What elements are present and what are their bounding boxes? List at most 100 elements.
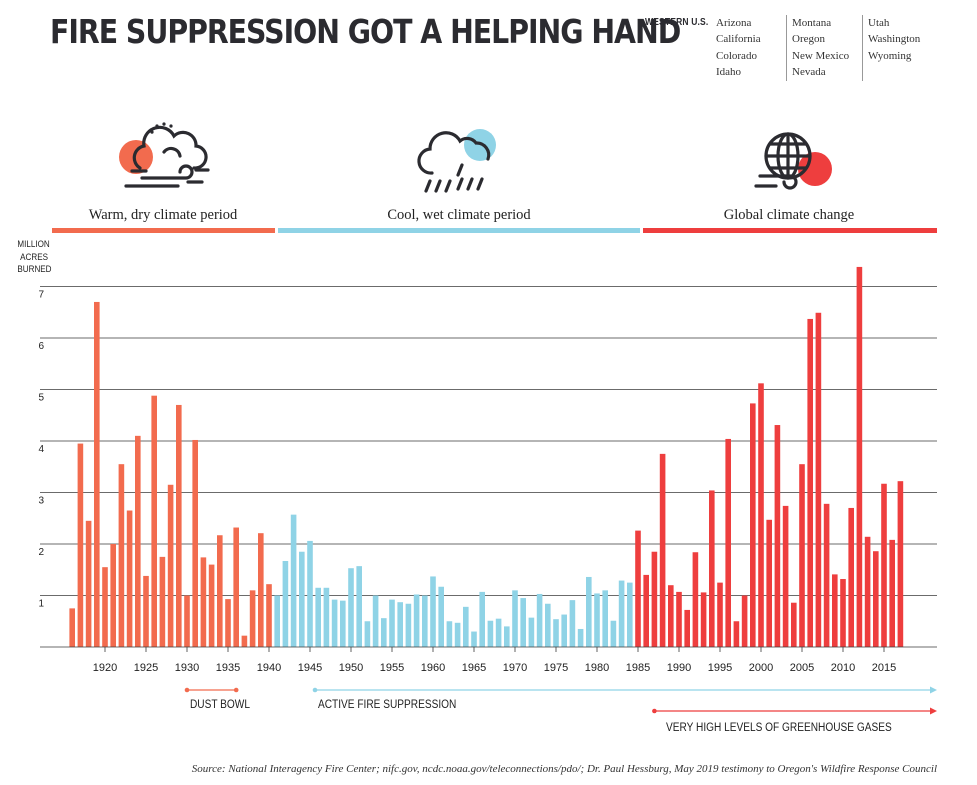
x-tick-label: 1940 bbox=[257, 662, 281, 674]
bar bbox=[495, 618, 502, 647]
source-note: Source: National Interagency Fire Center… bbox=[191, 763, 937, 775]
bar bbox=[643, 574, 649, 647]
bar bbox=[307, 540, 313, 647]
bar bbox=[487, 620, 494, 647]
bar bbox=[176, 404, 182, 647]
y-tick-label: 4 bbox=[38, 444, 44, 455]
x-tick-label: 1955 bbox=[380, 662, 404, 674]
bar bbox=[692, 552, 699, 647]
bar bbox=[799, 464, 805, 647]
state-name: Arizona bbox=[716, 17, 752, 29]
bar bbox=[577, 628, 584, 647]
bar bbox=[840, 579, 846, 647]
period-bar-warm-dry bbox=[52, 228, 275, 233]
bar bbox=[651, 551, 658, 647]
bar bbox=[561, 614, 567, 647]
bar bbox=[774, 425, 781, 647]
bar bbox=[167, 484, 174, 647]
bar bbox=[536, 593, 543, 647]
bar bbox=[823, 503, 830, 647]
bar bbox=[856, 266, 863, 647]
bar bbox=[512, 590, 518, 647]
bar bbox=[815, 312, 822, 647]
bar bbox=[381, 618, 387, 647]
hot-windy-cloud-sun-icon bbox=[119, 122, 210, 188]
state-name: New Mexico bbox=[792, 49, 850, 62]
bar bbox=[446, 621, 453, 647]
bar bbox=[668, 585, 674, 647]
x-tick-label: 1935 bbox=[216, 662, 240, 674]
bar bbox=[627, 582, 633, 647]
bar bbox=[200, 557, 207, 647]
x-tick-label: 1950 bbox=[339, 662, 363, 674]
states-divider bbox=[862, 15, 863, 81]
bar bbox=[602, 590, 608, 647]
bar bbox=[504, 626, 510, 647]
x-tick-label: 2010 bbox=[831, 662, 855, 674]
bar bbox=[102, 567, 108, 647]
y-tick-label: 7 bbox=[38, 290, 44, 301]
bar bbox=[85, 520, 92, 647]
bar bbox=[290, 514, 297, 647]
bar bbox=[405, 603, 412, 647]
x-tick-label: 1965 bbox=[462, 662, 486, 674]
bar bbox=[586, 576, 592, 647]
y-axis-label: MILLION ACRES BURNED bbox=[17, 239, 52, 275]
state-name: Nevada bbox=[792, 65, 826, 78]
bar bbox=[274, 595, 280, 647]
y-tick-label: 1 bbox=[38, 599, 44, 610]
y-tick-label: 5 bbox=[38, 393, 44, 404]
bar bbox=[717, 582, 723, 647]
bar bbox=[782, 505, 789, 647]
period-label-cool-wet: Cool, wet climate period bbox=[387, 207, 531, 223]
annotation-arrowhead bbox=[930, 686, 937, 694]
x-tick-label: 1925 bbox=[134, 662, 158, 674]
bar bbox=[225, 599, 231, 647]
bar bbox=[479, 591, 485, 647]
state-name: Utah bbox=[868, 17, 890, 29]
states-divider bbox=[786, 15, 787, 81]
y-tick-label: 2 bbox=[38, 547, 44, 558]
annotation-start-dot bbox=[312, 687, 318, 693]
x-tick-label: 2000 bbox=[749, 662, 773, 674]
bar bbox=[151, 395, 157, 647]
state-name: Colorado bbox=[716, 49, 757, 62]
bar bbox=[807, 318, 813, 647]
bar bbox=[700, 592, 707, 647]
bar bbox=[241, 635, 248, 647]
y-tick-label: 3 bbox=[38, 496, 44, 507]
bar bbox=[94, 301, 100, 647]
x-tick-label: 1985 bbox=[626, 662, 650, 674]
x-tick-label: 1920 bbox=[93, 662, 117, 674]
bar bbox=[750, 403, 756, 647]
bar bbox=[372, 595, 379, 647]
states-column-1: Arizona California Colorado Idaho bbox=[716, 15, 761, 80]
bar bbox=[143, 575, 149, 647]
state-name: Oregon bbox=[792, 33, 825, 46]
annotation-active-fire-suppression: ACTIVE FIRE SUPPRESSION bbox=[318, 699, 457, 711]
bar bbox=[159, 556, 166, 647]
bar bbox=[77, 443, 84, 647]
bar bbox=[364, 621, 371, 647]
x-tick-label: 1990 bbox=[667, 662, 691, 674]
rain-cloud-sun-icon bbox=[417, 129, 496, 193]
annotation-start-dot bbox=[652, 708, 657, 714]
states-column-2: Montana Oregon New Mexico Nevada bbox=[792, 15, 849, 80]
x-tick-label: 1995 bbox=[708, 662, 732, 674]
bar bbox=[389, 599, 395, 647]
bar bbox=[118, 464, 125, 647]
bar bbox=[528, 617, 535, 647]
bar bbox=[323, 587, 330, 647]
bar bbox=[725, 438, 731, 647]
state-name: Montana bbox=[792, 17, 832, 29]
bar bbox=[438, 586, 444, 647]
bar bbox=[356, 566, 362, 647]
bar bbox=[766, 519, 772, 647]
period-bar-climate-change bbox=[643, 228, 937, 233]
bar bbox=[594, 593, 600, 647]
bar bbox=[520, 598, 526, 647]
annotation-greenhouse-gases: VERY HIGH LEVELS OF GREENHOUSE GASES bbox=[666, 722, 892, 734]
x-tick-label: 1980 bbox=[585, 662, 609, 674]
bar bbox=[848, 507, 854, 647]
